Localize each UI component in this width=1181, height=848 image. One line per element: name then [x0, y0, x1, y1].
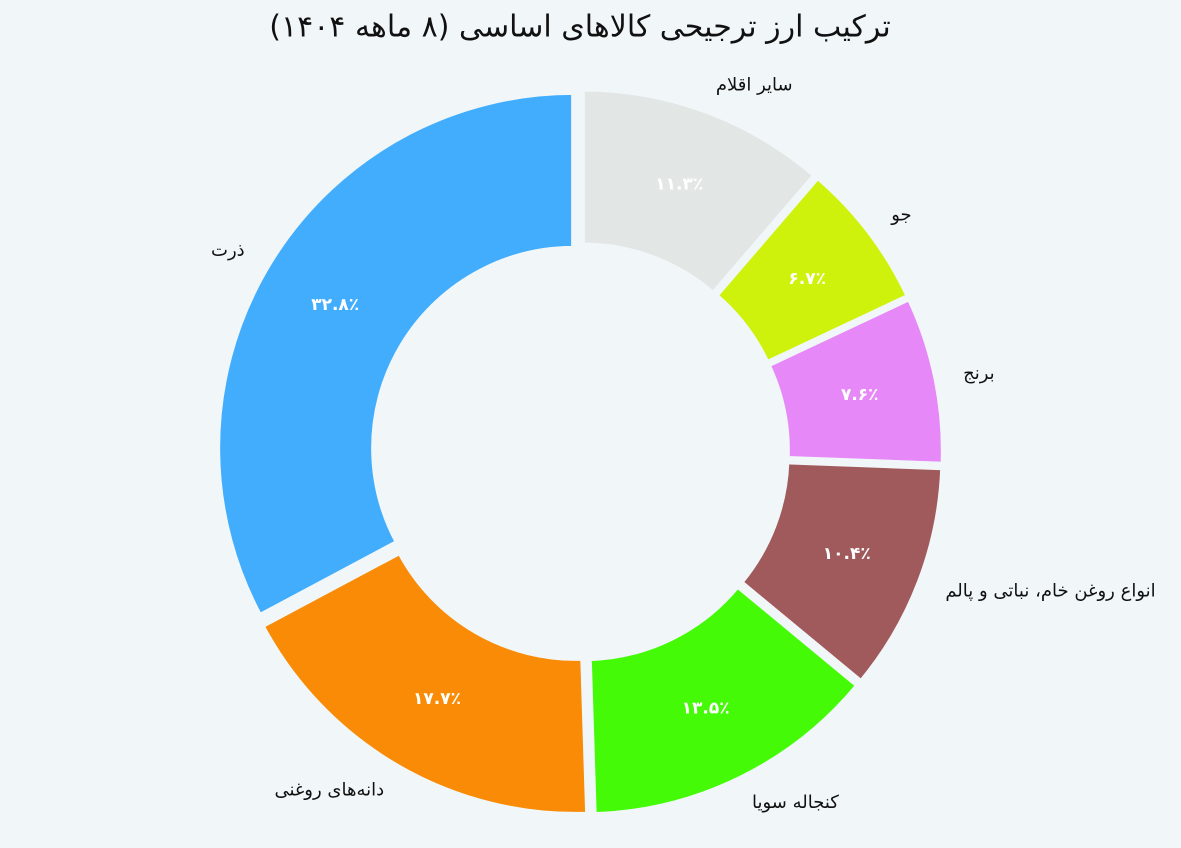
chart-title: ترکیب ارز ترجیحی کالاهای اساسی (۸ ماهه ۱… — [269, 10, 890, 45]
category-label: برنج — [963, 363, 995, 384]
value-label: ۱۷.۷٪ — [413, 689, 461, 709]
donut-slice — [260, 550, 590, 816]
value-label: ۱۱.۳٪ — [655, 174, 703, 194]
value-label: ۱۳.۵٪ — [682, 698, 730, 718]
category-label: دانه‌های روغنی — [274, 779, 384, 800]
category-label: ذرت — [211, 240, 245, 261]
donut-slice — [216, 90, 576, 618]
value-label: ۳۲.۸٪ — [311, 295, 359, 315]
donut-slice — [766, 296, 945, 466]
donut-slice — [738, 460, 945, 684]
value-label: ۶.۷٪ — [788, 269, 826, 289]
category-label: انواع روغن خام، نباتی و پالم — [945, 580, 1155, 601]
value-label: ۷.۶٪ — [841, 385, 879, 405]
donut-slice — [580, 87, 818, 296]
donut-slice — [587, 583, 860, 817]
category-label: سایر اقلام — [716, 74, 793, 95]
donut-slice — [713, 175, 911, 365]
category-label: کنجاله سویا — [752, 792, 839, 813]
value-label: ۱۰.۴٪ — [823, 544, 871, 564]
category-label: جو — [890, 204, 911, 225]
